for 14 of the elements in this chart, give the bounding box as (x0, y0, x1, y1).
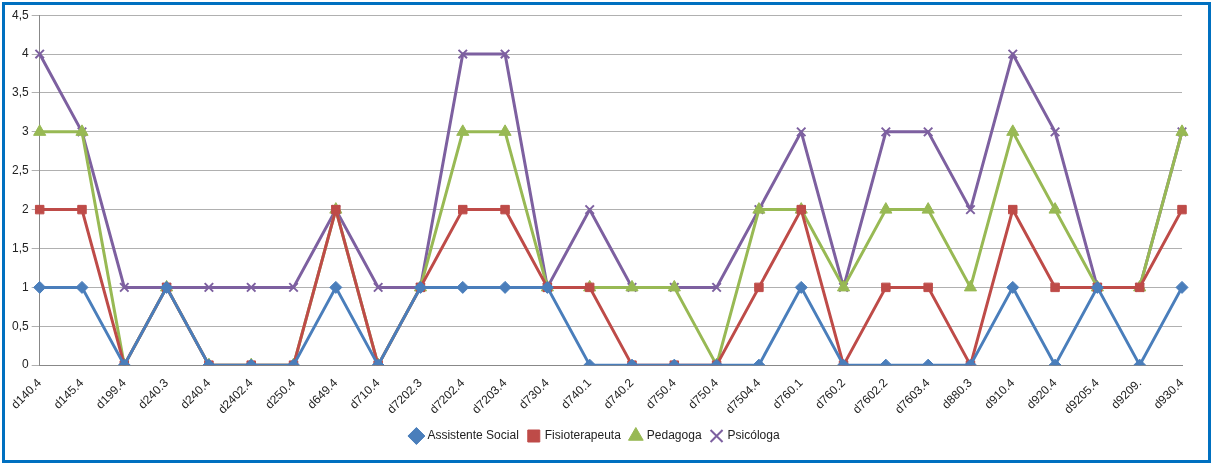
y-tick-label: 0 (21, 357, 29, 372)
y-tick-label: 0,5 (11, 318, 29, 333)
y-tick-label: 1 (21, 279, 29, 294)
y-tick-label: 3 (21, 124, 29, 139)
y-tick-label: 4 (21, 46, 29, 61)
y-tick-label: 4,5 (11, 7, 29, 22)
y-tick-label: 3,5 (11, 85, 29, 100)
legend-label: Pedagoga (646, 428, 702, 443)
y-tick-label: 1,5 (11, 240, 29, 255)
legend-label: Psicóloga (727, 428, 780, 443)
legend-label: Assistente Social (427, 428, 519, 443)
legend-label: Fisioterapeuta (544, 428, 622, 443)
y-tick-label: 2 (21, 201, 29, 216)
y-tick-label: 2,5 (11, 163, 29, 178)
